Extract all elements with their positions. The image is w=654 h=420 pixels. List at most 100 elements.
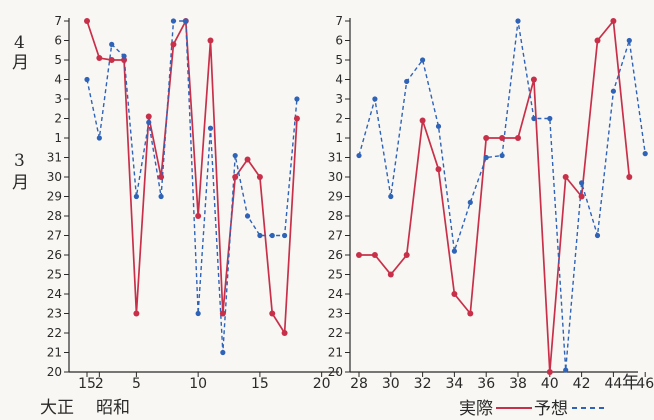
- x-tick-label: 42: [573, 376, 591, 392]
- forecast-point: [531, 115, 537, 122]
- forecast-point: [183, 18, 189, 24]
- y-tick-label: 6: [54, 34, 62, 48]
- y-tick-label: 29: [47, 190, 62, 204]
- x-tick-label: 10: [189, 376, 207, 392]
- y-tick-label: 31: [328, 151, 343, 165]
- month-march-number: 3: [14, 151, 25, 171]
- y-tick-label: 20: [328, 365, 343, 379]
- x-tick-label: 46: [636, 376, 654, 392]
- month-march-unit: 月: [12, 173, 29, 193]
- x-tick-label: 15: [78, 376, 96, 392]
- y-tick-label: 1: [335, 131, 343, 145]
- series-points: [84, 18, 648, 375]
- x-tick-label: 44: [604, 376, 622, 392]
- actual-point: [626, 174, 633, 180]
- forecast-point: [96, 135, 102, 141]
- y-tick-label: 26: [328, 248, 343, 262]
- y-tick-label: 27: [47, 229, 62, 243]
- y-tick-label: 31: [47, 151, 62, 165]
- forecast-point: [483, 154, 489, 161]
- y-tick-label: 2: [335, 112, 343, 126]
- y-tick-label: 7: [335, 14, 343, 28]
- actual-point: [232, 174, 239, 180]
- actual-line: [359, 18, 631, 373]
- y-tick-label: 23: [328, 307, 343, 321]
- actual-point: [256, 174, 263, 180]
- actual-point: [546, 369, 553, 375]
- actual-point: [170, 41, 177, 48]
- x-tick-label: 5: [132, 376, 141, 392]
- actual-point: [467, 310, 474, 317]
- forecast-point: [84, 76, 90, 83]
- actual-point: [269, 310, 276, 317]
- x-tick-label: 2: [95, 376, 104, 392]
- forecast-point: [626, 37, 632, 44]
- actual-point: [578, 193, 585, 200]
- forecast-point: [515, 18, 521, 24]
- x-tick-label: 36: [477, 376, 495, 392]
- forecast-point: [356, 152, 362, 159]
- legend-actual-label: 実際: [459, 399, 493, 419]
- forecast-point: [547, 115, 553, 122]
- forecast-point: [294, 96, 300, 102]
- x-tick-labels: 152 5 10 15 20 28 30 32 34 36 38 40 42 44 46: [78, 376, 654, 392]
- actual-point: [403, 252, 410, 258]
- actual-point: [371, 252, 378, 258]
- actual-point: [207, 37, 214, 44]
- y-tick-label: 7: [54, 14, 62, 28]
- forecast-point: [207, 125, 214, 131]
- forecast-point: [170, 18, 177, 24]
- actual-point: [451, 291, 458, 297]
- y-tick-label: 24: [47, 287, 62, 301]
- y-tick-label: 25: [47, 268, 62, 282]
- forecast-point: [146, 119, 152, 125]
- y-tick-label: 21: [328, 346, 343, 360]
- month-april-unit: 月: [12, 53, 29, 73]
- x-tick-label: 38: [509, 376, 527, 392]
- y-tick-label: 21: [47, 346, 62, 360]
- x-tick-label: 32: [414, 376, 432, 392]
- year-unit-label: 年: [622, 373, 639, 393]
- forecast-point: [388, 193, 394, 200]
- x-tick-label: 20: [313, 376, 331, 392]
- y-tick-labels: 2021222324252627282930311234567202122232…: [47, 14, 343, 379]
- x-tick-label: 40: [541, 376, 559, 392]
- y-tick-label: 3: [335, 92, 343, 106]
- forecast-point: [467, 199, 473, 205]
- actual-point: [195, 213, 202, 219]
- actual-point: [562, 174, 569, 180]
- actual-point: [145, 113, 152, 120]
- forecast-point: [257, 232, 263, 239]
- forecast-point: [282, 232, 288, 239]
- y-tick-label: 27: [328, 229, 343, 243]
- y-tick-label: 4: [335, 73, 343, 87]
- forecast-point: [404, 78, 410, 85]
- forecast-point: [109, 41, 115, 48]
- actual-point: [530, 76, 537, 83]
- forecast-point: [244, 213, 251, 219]
- y-tick-label: 28: [328, 209, 343, 223]
- y-tick-label: 2: [54, 112, 62, 126]
- actual-point: [219, 310, 226, 317]
- y-tick-label: 25: [328, 268, 343, 282]
- forecast-point: [435, 123, 442, 129]
- axes: [64, 18, 646, 377]
- legend-forecast-label: 予想: [534, 399, 568, 419]
- era-label-taisho: 大正: [40, 398, 74, 418]
- forecast-point: [594, 232, 601, 239]
- x-tick-label: 15: [251, 376, 269, 392]
- actual-point: [499, 135, 506, 141]
- legend: 実際 予想: [459, 399, 608, 419]
- y-tick-label: 23: [47, 307, 62, 321]
- y-tick-label: 28: [47, 209, 62, 223]
- forecast-point: [232, 152, 238, 159]
- forecast-point: [372, 96, 378, 102]
- actual-point: [483, 135, 490, 141]
- y-tick-label: 5: [54, 53, 62, 67]
- y-tick-label: 22: [47, 326, 62, 340]
- forecast-line: [358, 20, 646, 371]
- actual-point: [281, 330, 288, 336]
- actual-point: [158, 174, 165, 180]
- y-tick-label: 1: [54, 131, 62, 145]
